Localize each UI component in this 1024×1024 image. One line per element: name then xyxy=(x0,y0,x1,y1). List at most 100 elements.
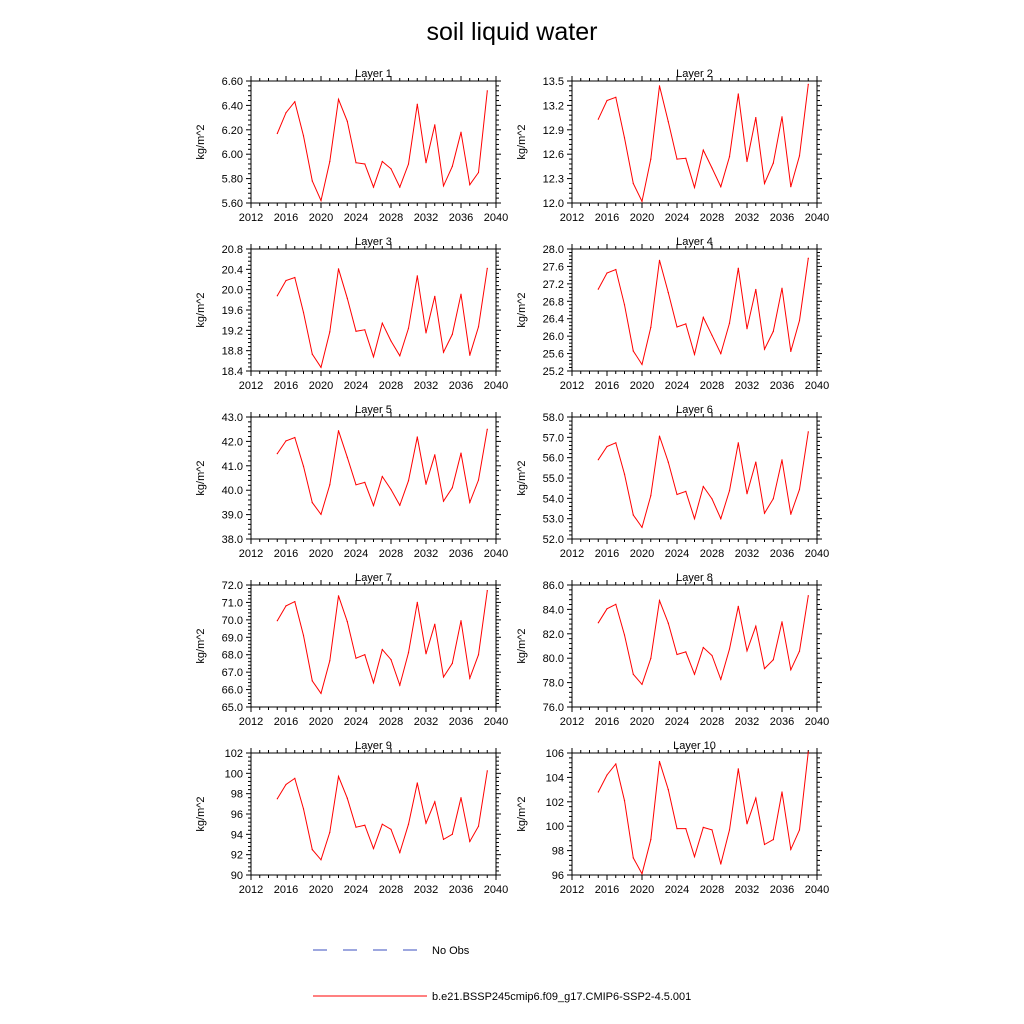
y-tick-label: 96 xyxy=(231,809,243,821)
data-point xyxy=(693,673,696,675)
data-point xyxy=(790,848,792,851)
data-point xyxy=(615,763,617,765)
y-tick-label: 20.0 xyxy=(222,285,243,297)
data-point xyxy=(285,279,287,282)
data-point xyxy=(302,808,305,810)
data-point xyxy=(676,828,678,830)
panel-title: Layer 5 xyxy=(355,404,392,416)
figure-title: soil liquid water xyxy=(427,18,598,46)
data-point xyxy=(337,595,340,597)
data-point xyxy=(632,514,634,516)
data-point xyxy=(346,297,348,299)
y-tick-label: 67.0 xyxy=(222,667,243,679)
data-point xyxy=(425,822,427,824)
y-axis-label: kg/m^2 xyxy=(516,124,528,159)
x-tick-label: 2040 xyxy=(484,716,508,728)
panel-title: Layer 4 xyxy=(676,236,713,248)
data-point xyxy=(460,131,462,133)
data-point xyxy=(399,355,401,357)
data-point xyxy=(711,654,713,657)
data-point xyxy=(390,659,392,661)
data-point xyxy=(477,171,480,174)
y-tick-label: 58.0 xyxy=(543,412,564,424)
series-line xyxy=(597,431,809,529)
data-point xyxy=(390,168,392,170)
data-point xyxy=(702,646,704,649)
data-point xyxy=(667,622,669,624)
data-point xyxy=(658,259,661,261)
y-tick-label: 82.0 xyxy=(543,629,564,641)
series-line xyxy=(597,751,809,876)
data-point xyxy=(364,481,366,483)
data-point xyxy=(364,824,366,826)
data-point xyxy=(807,751,809,753)
data-point xyxy=(667,789,669,791)
plot-frame xyxy=(250,248,497,372)
data-point xyxy=(337,430,340,432)
y-tick-label: 106 xyxy=(546,748,564,760)
y-tick-label: 18.8 xyxy=(222,346,243,358)
legend: No Obs b.e21.BSSP245cmip6.f09_g17.CMIP6-… xyxy=(313,945,691,1003)
panel-title: Layer 1 xyxy=(355,68,392,80)
data-point xyxy=(442,351,445,353)
y-tick-label: 5.60 xyxy=(222,198,243,210)
data-point xyxy=(346,621,348,623)
data-point xyxy=(451,333,453,335)
data-point xyxy=(311,849,313,851)
y-tick-label: 100 xyxy=(225,768,243,780)
data-point xyxy=(606,608,608,610)
y-tick-label: 6.60 xyxy=(222,76,243,88)
data-point xyxy=(320,513,322,516)
y-tick-label: 98 xyxy=(552,846,564,858)
data-point xyxy=(728,156,731,158)
data-point xyxy=(790,186,792,188)
data-point xyxy=(399,186,401,188)
data-point xyxy=(685,323,687,325)
y-tick-label: 12.6 xyxy=(543,149,564,161)
y-tick-label: 40.0 xyxy=(222,485,243,497)
panel-layer-2: Layer 2 kg/m^2 2012 2016 2020 2024 2028 2032 203… xyxy=(516,68,829,224)
data-point xyxy=(442,500,445,502)
data-point xyxy=(346,120,348,122)
y-tick-label: 94 xyxy=(231,829,243,841)
data-point xyxy=(460,620,462,622)
data-point xyxy=(477,479,480,481)
data-point xyxy=(469,677,471,679)
data-point xyxy=(407,327,410,329)
x-tick-label: 2032 xyxy=(735,380,759,392)
data-point xyxy=(416,601,418,604)
x-tick-label: 2020 xyxy=(630,884,654,896)
data-point xyxy=(364,329,366,331)
y-tick-label: 12.9 xyxy=(543,125,564,137)
data-point xyxy=(469,501,471,503)
panel-title: Layer 3 xyxy=(355,236,392,248)
data-point xyxy=(486,90,488,92)
data-point xyxy=(685,651,687,653)
x-tick-label: 2032 xyxy=(414,212,438,224)
data-point xyxy=(355,330,357,332)
data-point xyxy=(720,186,722,188)
data-point xyxy=(364,163,366,165)
data-point xyxy=(781,287,783,289)
data-point xyxy=(737,93,739,95)
data-point xyxy=(623,304,626,306)
plot-frame xyxy=(250,416,497,540)
data-point xyxy=(302,311,305,314)
data-point xyxy=(381,648,383,651)
y-tick-label: 20.8 xyxy=(222,244,243,256)
data-point xyxy=(685,157,687,159)
data-point xyxy=(329,831,331,833)
y-tick-label: 19.2 xyxy=(222,325,243,337)
x-tick-label: 2036 xyxy=(449,716,473,728)
data-point xyxy=(477,326,480,328)
data-point xyxy=(434,124,436,126)
data-point xyxy=(615,442,617,444)
x-tick-label: 2032 xyxy=(414,716,438,728)
data-point xyxy=(337,775,340,778)
data-point xyxy=(451,833,453,835)
data-point xyxy=(746,650,748,652)
x-tick-label: 2036 xyxy=(770,716,794,728)
x-tick-label: 2028 xyxy=(700,548,724,560)
data-point xyxy=(650,495,652,497)
y-tick-label: 25.6 xyxy=(543,349,564,361)
